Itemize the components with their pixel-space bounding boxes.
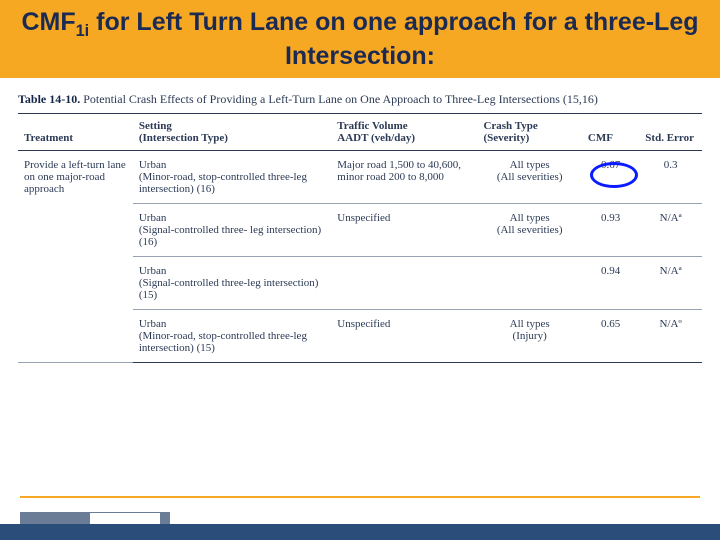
table-row: Provide a left-turn lane on one major-ro…	[18, 151, 702, 204]
crash-cell	[477, 257, 581, 310]
setting-cell: Urban(Minor-road, stop-controlled three-…	[133, 310, 331, 363]
slide-title: CMF1i for Left Turn Lane on one approach…	[12, 7, 708, 72]
col-treatment: Treatment	[18, 114, 133, 151]
err-cell: N/Aº	[639, 310, 702, 363]
table-body: Provide a left-turn lane on one major-ro…	[18, 151, 702, 363]
footer-rule	[20, 496, 700, 498]
cmf-table: Treatment Setting(Intersection Type) Tra…	[18, 113, 702, 363]
footer	[0, 496, 720, 540]
treatment-cell: Provide a left-turn lane on one major-ro…	[18, 151, 133, 363]
setting-cell: Urban(Signal-controlled three- leg inter…	[133, 204, 331, 257]
traffic-cell: Major road 1,500 to 40,600, minor road 2…	[331, 151, 477, 204]
cmf-cell: 0.67	[582, 151, 639, 204]
traffic-cell: Unspecified	[331, 310, 477, 363]
col-crash: Crash Type(Severity)	[477, 114, 581, 151]
footer-stripe	[0, 524, 720, 540]
err-cell: N/Aª	[639, 257, 702, 310]
cmf-cell: 0.93	[582, 204, 639, 257]
col-err: Std. Error	[639, 114, 702, 151]
cmf-cell: 0.94	[582, 257, 639, 310]
crash-cell: All types(All severities)	[477, 151, 581, 204]
setting-cell: Urban(Signal-controlled three-leg inters…	[133, 257, 331, 310]
title-band: CMF1i for Left Turn Lane on one approach…	[0, 0, 720, 78]
crash-cell: All types(All severities)	[477, 204, 581, 257]
setting-cell: Urban(Minor-road, stop-controlled three-…	[133, 151, 331, 204]
crash-cell: All types(Injury)	[477, 310, 581, 363]
header-row: Treatment Setting(Intersection Type) Tra…	[18, 114, 702, 151]
table-number: Table 14-10.	[18, 92, 80, 106]
cmf-cell: 0.65	[582, 310, 639, 363]
col-setting: Setting(Intersection Type)	[133, 114, 331, 151]
err-cell: N/Aª	[639, 204, 702, 257]
table-container: Table 14-10. Potential Crash Effects of …	[0, 78, 720, 363]
traffic-cell: Unspecified	[331, 204, 477, 257]
col-traffic: Traffic VolumeAADT (veh/day)	[331, 114, 477, 151]
table-caption-text: Potential Crash Effects of Providing a L…	[83, 92, 598, 106]
err-cell: 0.3	[639, 151, 702, 204]
table-caption: Table 14-10. Potential Crash Effects of …	[18, 92, 702, 107]
col-cmf: CMF	[582, 114, 639, 151]
traffic-cell	[331, 257, 477, 310]
